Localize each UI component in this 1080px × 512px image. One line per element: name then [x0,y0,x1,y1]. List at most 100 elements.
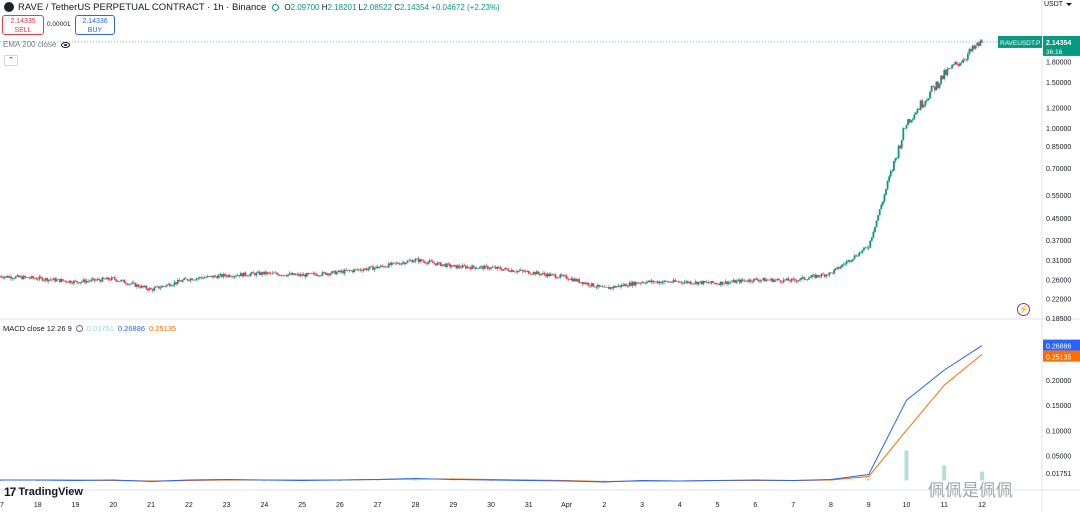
y-tick-label: 0.26000 [1046,278,1071,285]
candle-body [707,282,710,283]
candle-body [474,267,477,269]
candle-body [779,280,782,282]
candle-body [858,252,861,256]
candle-body [844,263,846,265]
candle-body [265,271,267,275]
candle-body [822,273,824,275]
candle-body [907,119,909,126]
candle-body [153,287,156,291]
candle-body [977,42,980,46]
candle-body [880,204,883,210]
candle-body [14,276,17,279]
eye-icon[interactable] [61,41,71,48]
candle-body [452,265,455,267]
symbol-title[interactable]: RAVE / TetherUS PERPETUAL CONTRACT · 1h … [18,1,267,13]
candle-body [870,237,873,241]
candle-body [123,279,126,284]
open-label: O [284,2,291,12]
candle-body [615,286,618,288]
candle-body [287,274,289,277]
candle-body [792,278,795,280]
watermark: 佩佩是佩佩 [928,481,1013,501]
candle-body [927,98,930,101]
candle-body [688,281,691,284]
candle-body [652,280,654,283]
candle-body [515,271,518,273]
candle-body [752,278,755,282]
candle-body [101,277,104,282]
macd-title: MACD close 12 26 9 [3,324,72,333]
signal-value-tag: 0.25135 [1046,355,1071,362]
candle-body [828,272,831,276]
candle-body [493,267,496,268]
candle-body [379,265,382,268]
candle-body [886,181,889,190]
candle-body [520,269,522,271]
candle-body [639,282,642,284]
candle-body [960,62,963,64]
candle-body [789,280,791,282]
macd-value-tag-bg [1043,339,1080,351]
candle-body [727,282,730,285]
macd-signal-line [0,354,983,483]
candle-body [450,266,453,268]
candle-body [136,284,138,287]
candle-body [109,279,112,281]
candle-body [532,272,535,275]
ema-legend[interactable]: EMA 200 close [3,40,71,49]
candle-body [464,265,467,269]
candle-body [120,280,123,282]
candle-body [442,264,445,265]
candle-body [507,269,510,272]
collapse-chevron-icon[interactable]: ⌃ [4,55,18,66]
candle-body [756,278,758,281]
candle-body [930,85,933,92]
currency-selector[interactable]: USDT [1044,1,1072,8]
candle-body [247,275,250,277]
candle-body [965,59,968,61]
candle-body [233,275,236,278]
candle-body [186,278,189,281]
candle-body [932,85,935,87]
candle-body [538,273,541,275]
candle-body [189,278,192,281]
candle-body [178,280,181,282]
candle-body [428,260,431,263]
candle-body [320,275,322,276]
candle-body [915,112,917,115]
candle-body [140,285,143,288]
candle-body [963,59,966,61]
candle-body [346,270,349,271]
lightning-icon[interactable]: ⚡ [1017,303,1030,316]
tradingview-logo[interactable]: 17 TradingView [4,485,83,499]
candle-body [970,49,972,52]
logo-icon [4,2,14,12]
candle-body [447,263,450,265]
candle-body [645,281,648,284]
ohlc-values: O2.09700 H2.18201 L2.08522 C2.14354 +0.0… [284,3,499,12]
hist-value-tag: 0.01751 [1046,471,1071,478]
candle-body [359,269,362,271]
candle-body [99,280,102,282]
candle-body [636,282,639,284]
candle-body [656,281,659,284]
candle-body [966,53,969,60]
macd-legend[interactable]: MACD close 12 26 9 0.01751 0.26886 0.251… [3,324,176,333]
candle-body [905,125,908,128]
candle-body [623,284,626,286]
candle-body [318,275,321,277]
candle-body [211,275,214,278]
candle-body [397,262,400,264]
buy-label: BUY [87,27,103,34]
candle-body [339,270,341,273]
buy-button[interactable]: 2.14336 BUY [75,15,115,35]
sell-button[interactable]: 2.14335 SELL [2,15,44,35]
x-tick-label: 20 [109,502,117,509]
candle-body [422,261,425,262]
candle-body [900,140,903,149]
candle-body [255,272,258,276]
candle-body [598,284,601,287]
settings-gear-icon[interactable] [75,325,83,332]
